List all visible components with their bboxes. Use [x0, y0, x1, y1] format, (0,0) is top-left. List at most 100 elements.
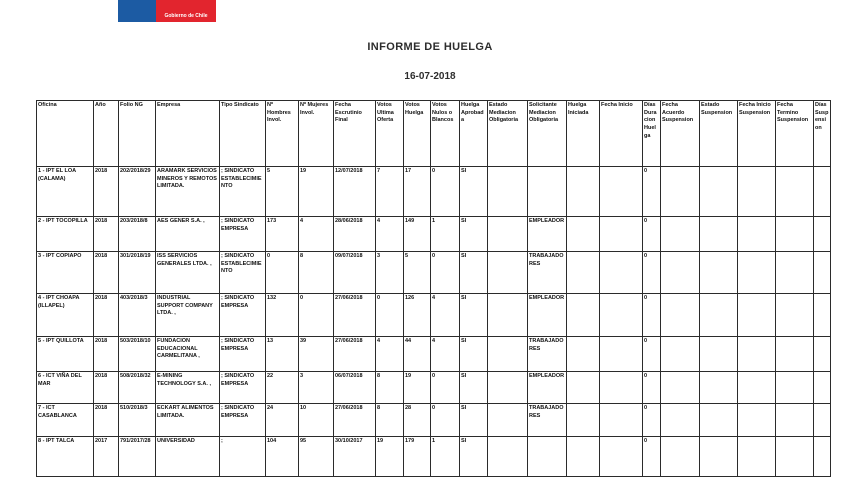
- table-cell: [566, 251, 600, 294]
- table-cell: [699, 166, 738, 217]
- column-header: Estado Suspension: [699, 100, 738, 167]
- gobierno-de-chile-logo: Gobierno de Chile: [118, 0, 216, 22]
- table-cell: 2017: [93, 436, 119, 477]
- table-cell: [737, 436, 776, 477]
- table-cell: [813, 436, 831, 477]
- table-cell: 6 - ICT VIÑA DEL MAR: [36, 371, 94, 404]
- table-cell: ; SINDICATO ESTABLECIMIENTO: [219, 166, 266, 217]
- table-cell: [775, 403, 814, 437]
- table-row: 1 - IPT EL LOA (CALAMA) 2018 202/2018/29 AR…: [36, 166, 831, 217]
- table-cell: [487, 403, 528, 437]
- table-row: 5 - IPT QUILLOTA 2018 503/2018/10 FUNDACION…: [36, 336, 831, 372]
- table-cell: [660, 216, 700, 252]
- table-cell: 22: [265, 371, 299, 404]
- table-cell: ; SINDICATO EMPRESA: [219, 403, 266, 437]
- table-cell: 4: [298, 216, 334, 252]
- table-cell: 0: [298, 293, 334, 337]
- table-cell: 27/06/2018: [333, 336, 376, 372]
- table-row: 7 - ICT CASABLANCA 2018 510/2018/3 ECKART A…: [36, 403, 831, 437]
- table-cell: [599, 293, 643, 337]
- table-cell: [737, 216, 776, 252]
- table-cell: 0: [642, 436, 661, 477]
- table-cell: 8 - IPT TALCA: [36, 436, 94, 477]
- table-cell: 09/07/2018: [333, 251, 376, 294]
- table-cell: ; SINDICATO ESTABLECIMIENTO: [219, 251, 266, 294]
- table-cell: 19: [298, 166, 334, 217]
- table-cell: 132: [265, 293, 299, 337]
- table-cell: 0: [430, 403, 460, 437]
- table-cell: [527, 166, 567, 217]
- table-cell: 0: [642, 336, 661, 372]
- table-cell: [566, 371, 600, 404]
- table-cell: [566, 336, 600, 372]
- table-cell: SI: [459, 216, 488, 252]
- table-cell: [487, 216, 528, 252]
- table-cell: [737, 336, 776, 372]
- table-cell: 510/2018/3: [118, 403, 156, 437]
- table-row: 2 - IPT TOCOPILLA 2018 203/2018/8 AES GENER…: [36, 216, 831, 252]
- table-cell: UNIVERSIDAD: [155, 436, 220, 477]
- table-cell: 8: [298, 251, 334, 294]
- column-header: Votos Huelga: [403, 100, 431, 167]
- table-cell: [599, 216, 643, 252]
- column-header: Estado Mediacion Obligatoria: [487, 100, 528, 167]
- table-cell: 27/06/2018: [333, 403, 376, 437]
- header-row: Oficina Año Folio NG Empresa Tipo Sindicato N…: [36, 100, 831, 167]
- table-cell: TRABAJADORES: [527, 403, 567, 437]
- table-cell: EMPLEADOR: [527, 293, 567, 337]
- table-cell: SI: [459, 336, 488, 372]
- table-cell: [699, 436, 738, 477]
- table-cell: [813, 336, 831, 372]
- table-cell: 503/2018/10: [118, 336, 156, 372]
- column-header: Nº Hombres Invol.: [265, 100, 299, 167]
- table-cell: [813, 166, 831, 217]
- table-cell: [737, 166, 776, 217]
- table-cell: 24: [265, 403, 299, 437]
- table-row: 3 - IPT COPIAPO 2018 301/2018/19 ISS SERVIC…: [36, 251, 831, 294]
- table-cell: 3 - IPT COPIAPO: [36, 251, 94, 294]
- table-cell: SI: [459, 293, 488, 337]
- table-cell: 202/2018/29: [118, 166, 156, 217]
- table-cell: 19: [375, 436, 404, 477]
- table-cell: 8: [375, 403, 404, 437]
- table-cell: [660, 436, 700, 477]
- table-cell: [487, 371, 528, 404]
- table-cell: [566, 216, 600, 252]
- table-cell: 0: [375, 293, 404, 337]
- table-cell: SI: [459, 166, 488, 217]
- table-cell: E-MINING TECHNOLOGY S.A. ,: [155, 371, 220, 404]
- table-cell: 301/2018/19: [118, 251, 156, 294]
- logo-red-banner: Gobierno de Chile: [156, 0, 216, 22]
- table-cell: ; SINDICATO EMPRESA: [219, 371, 266, 404]
- table-cell: 0: [430, 371, 460, 404]
- table-cell: [699, 216, 738, 252]
- table-cell: [566, 166, 600, 217]
- table-cell: [813, 216, 831, 252]
- table-cell: [813, 251, 831, 294]
- table-cell: 0: [642, 216, 661, 252]
- huelga-table: Oficina Año Folio NG Empresa Tipo Sindicato N…: [36, 100, 831, 477]
- table-cell: 28/06/2018: [333, 216, 376, 252]
- table-cell: 2018: [93, 371, 119, 404]
- table-cell: 0: [430, 166, 460, 217]
- table-cell: 95: [298, 436, 334, 477]
- table-cell: 5 - IPT QUILLOTA: [36, 336, 94, 372]
- table-cell: 0: [642, 251, 661, 294]
- table-cell: SI: [459, 371, 488, 404]
- table-cell: [566, 436, 600, 477]
- column-header: Fecha Termino Suspension: [775, 100, 814, 167]
- logo-blue-square: [118, 0, 156, 22]
- report-date: 16-07-2018: [404, 71, 456, 82]
- column-header: Nº Mujeres Invol.: [298, 100, 334, 167]
- table-cell: [487, 293, 528, 337]
- table-cell: [737, 251, 776, 294]
- table-cell: [775, 216, 814, 252]
- report-title: INFORME DE HUELGA: [367, 41, 493, 53]
- table-cell: [775, 293, 814, 337]
- column-header: Fecha Inicio Suspension: [737, 100, 776, 167]
- table-cell: [599, 336, 643, 372]
- table-cell: 0: [430, 251, 460, 294]
- table-cell: 10: [298, 403, 334, 437]
- column-header: Fecha Inicio: [599, 100, 643, 167]
- table-cell: SI: [459, 251, 488, 294]
